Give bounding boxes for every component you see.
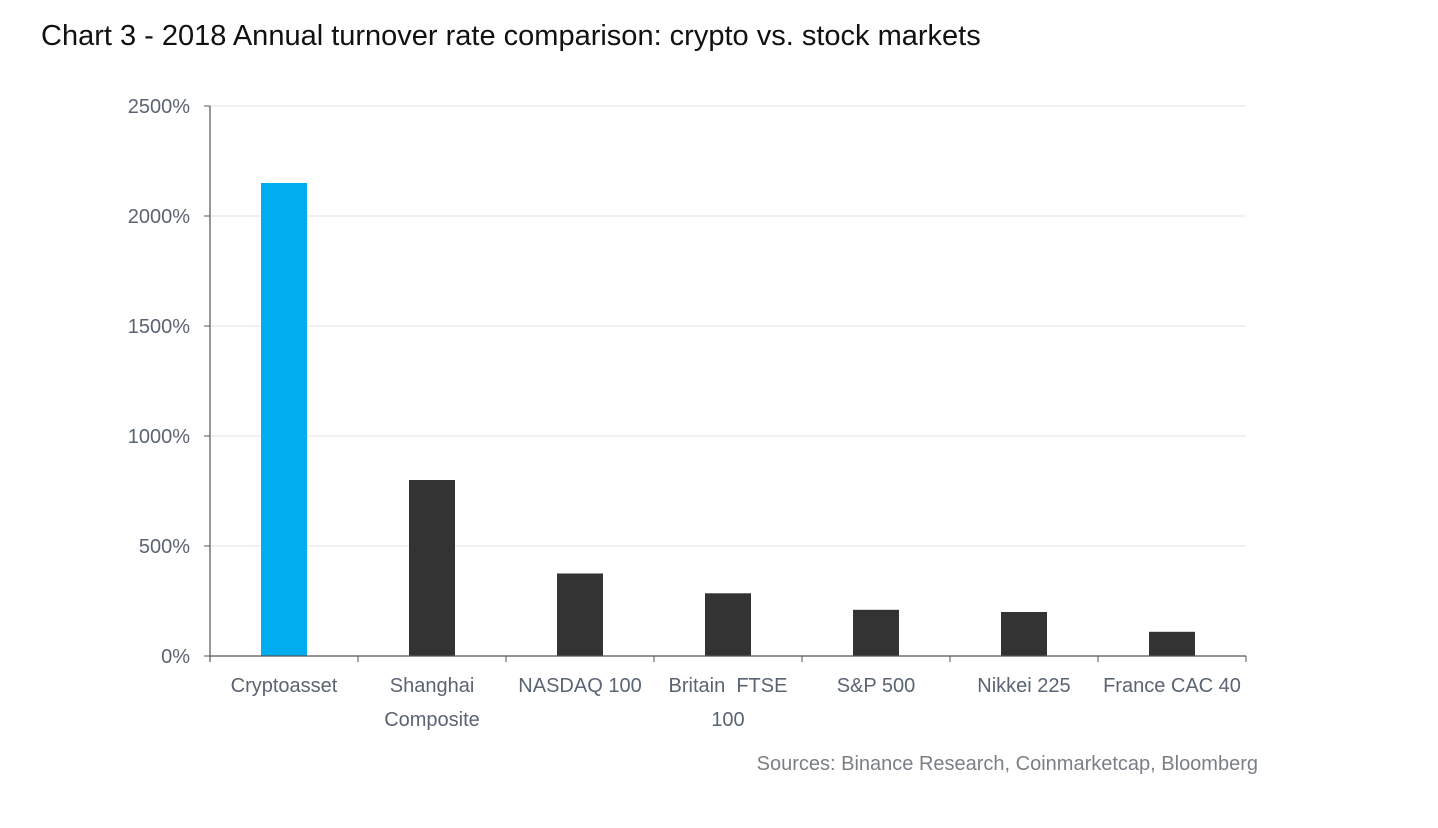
bar	[1001, 612, 1047, 656]
y-tick-label: 2500%	[128, 96, 190, 118]
x-category-label: Shanghai Composite	[384, 675, 480, 731]
bar	[853, 609, 899, 656]
source-note: Sources: Binance Research, Coinmarketcap…	[756, 753, 1258, 775]
bar	[705, 593, 751, 656]
y-tick-label: 1000%	[128, 426, 190, 448]
x-category-label: Britain FTSE 100	[669, 675, 788, 731]
x-category-label: France CAC 40	[1103, 675, 1241, 697]
y-tick-label: 0%	[161, 646, 190, 668]
x-category-label: NASDAQ 100	[518, 675, 641, 697]
axes	[204, 105, 1247, 662]
x-category-label: Nikkei 225	[977, 675, 1070, 697]
x-category-label: S&P 500	[837, 675, 916, 697]
y-tick-label: 2000%	[128, 206, 190, 228]
bars	[261, 183, 1195, 656]
gridlines	[210, 105, 1246, 547]
labels: 0% 500% 1000% 1500% 2000% 2500% Cryptoasset Sha…	[128, 96, 1241, 731]
y-tick-label: 500%	[139, 536, 190, 558]
x-category-label: Cryptoasset	[231, 675, 338, 697]
bar	[409, 480, 455, 656]
chart-title: Chart 3 - 2018 Annual turnover rate comp…	[41, 20, 981, 52]
y-tick-label: 1500%	[128, 316, 190, 338]
bar	[261, 183, 307, 656]
bar	[1149, 631, 1195, 656]
bar	[557, 573, 603, 656]
